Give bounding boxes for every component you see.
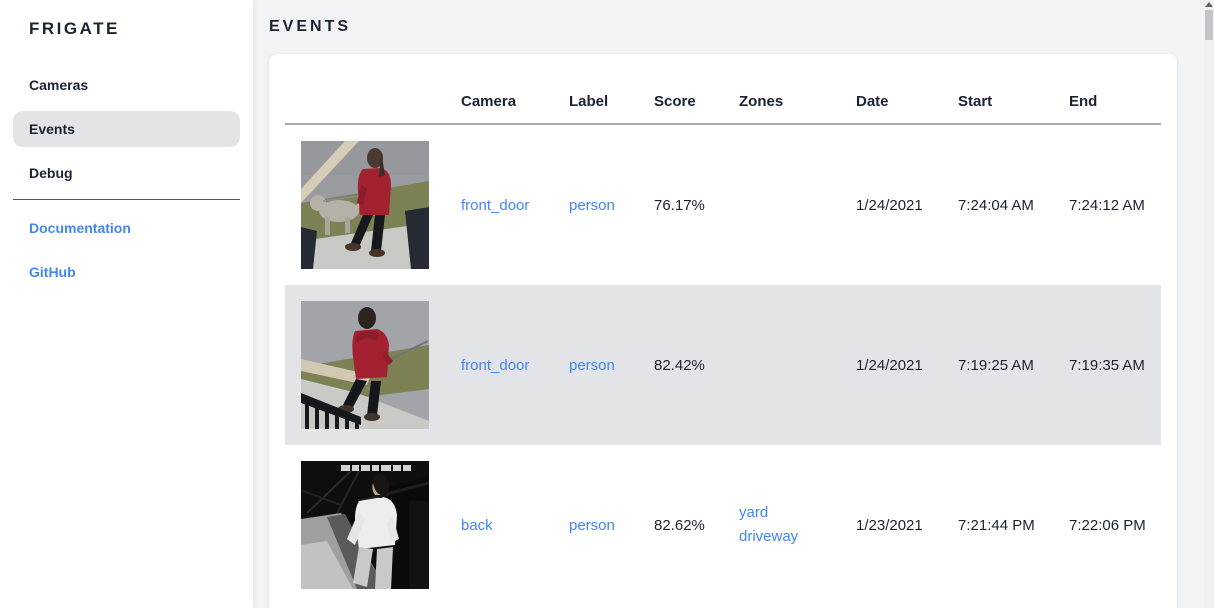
end-value: 7:19:35 AM — [1069, 356, 1145, 374]
start-value: 7:24:04 AM — [958, 196, 1034, 214]
zone-link[interactable]: driveway — [739, 528, 799, 545]
sidebar-item-events[interactable]: Events — [13, 111, 240, 147]
end-value: 7:24:12 AM — [1069, 196, 1145, 214]
scroll-up-arrow-icon[interactable] — [1205, 2, 1213, 7]
date-value: 1/24/2021 — [856, 196, 923, 214]
score-value: 82.62% — [654, 516, 705, 534]
thumbnail-cell — [285, 141, 445, 269]
event-thumbnail[interactable] — [301, 461, 429, 589]
thumbnail-cell — [285, 461, 445, 589]
label-link[interactable]: person — [569, 196, 615, 214]
camera-cell: front_door — [445, 357, 553, 374]
event-thumbnail[interactable] — [301, 141, 429, 269]
sidebar: FRIGATE Cameras Events Debug Documentati… — [0, 0, 253, 608]
table-row[interactable]: back person 82.62% yard driveway 1/23/202… — [285, 445, 1161, 605]
label-link[interactable]: person — [569, 516, 615, 534]
thumbnail-art — [301, 301, 429, 429]
camera-link[interactable]: front_door — [461, 196, 530, 214]
table-row[interactable]: front_door person 76.17% 1/24/2021 7:24:… — [285, 125, 1161, 285]
start-value: 7:21:44 PM — [958, 516, 1035, 534]
camera-cell: front_door — [445, 197, 553, 214]
table-header: Camera Label Score Zones Date Start End — [285, 54, 1161, 125]
table-row[interactable]: front_door person 82.42% 1/24/2021 7:19:… — [285, 285, 1161, 445]
sidebar-link-documentation[interactable]: Documentation — [29, 220, 131, 236]
column-header-camera: Camera — [461, 93, 517, 110]
event-thumbnail[interactable] — [301, 301, 429, 429]
score-value: 82.42% — [654, 356, 705, 374]
column-header-start: Start — [958, 93, 993, 110]
sidebar-link-github[interactable]: GitHub — [29, 264, 76, 280]
scrollbar-thumb[interactable] — [1205, 10, 1213, 40]
thumbnail-art — [301, 141, 429, 269]
events-table: Camera Label Score Zones Date Start End — [285, 54, 1161, 605]
end-value: 7:22:06 PM — [1069, 516, 1146, 534]
column-header-zones: Zones — [739, 93, 784, 110]
sidebar-nav: Cameras Events Debug — [13, 67, 240, 191]
column-header-date: Date — [856, 93, 889, 110]
table-body: front_door person 76.17% 1/24/2021 7:24:… — [285, 125, 1161, 605]
zones-cell: yard driveway — [723, 501, 840, 549]
zone-link[interactable]: yard — [739, 504, 769, 521]
label-cell: person — [553, 197, 638, 214]
sidebar-item-cameras[interactable]: Cameras — [29, 77, 89, 93]
date-value: 1/23/2021 — [856, 516, 923, 534]
thumbnail-art — [301, 461, 429, 589]
start-value: 7:19:25 AM — [958, 356, 1034, 374]
app-logo: FRIGATE — [29, 19, 120, 38]
column-header-thumbnail — [285, 110, 445, 123]
label-link[interactable]: person — [569, 356, 615, 374]
page-title: EVENTS — [269, 18, 352, 35]
camera-cell: back — [445, 517, 553, 534]
events-card: Camera Label Score Zones Date Start End — [269, 54, 1177, 608]
sidebar-divider — [13, 199, 240, 200]
column-header-score: Score — [654, 93, 696, 110]
column-header-label: Label — [569, 93, 609, 110]
sidebar-item-debug[interactable]: Debug — [29, 165, 73, 181]
main-content: EVENTS Camera Label Score Zones Date Sta… — [253, 0, 1204, 608]
camera-link[interactable]: back — [461, 516, 493, 534]
thumbnail-cell — [285, 301, 445, 429]
score-value: 76.17% — [654, 196, 705, 214]
column-header-end: End — [1069, 93, 1098, 110]
label-cell: person — [553, 357, 638, 374]
scrollbar-track[interactable] — [1204, 0, 1214, 608]
label-cell: person — [553, 517, 638, 534]
date-value: 1/24/2021 — [856, 356, 923, 374]
camera-link[interactable]: front_door — [461, 356, 530, 374]
